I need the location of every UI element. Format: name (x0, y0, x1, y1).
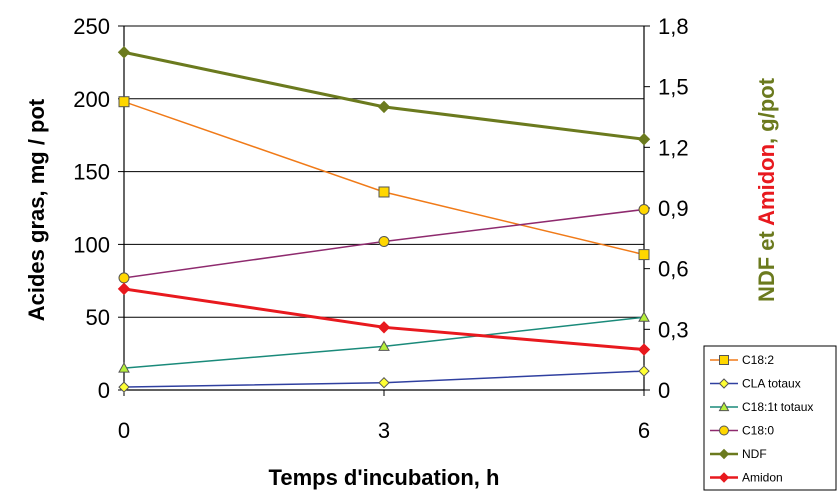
y-tick-label: 250 (73, 14, 110, 39)
y2-tick-label: 1,8 (658, 14, 689, 39)
series-line (123, 101, 645, 256)
legend-label: Amidon (742, 471, 783, 485)
y2-tick-label: 0,6 (658, 257, 689, 282)
series-amidon (117, 282, 651, 356)
legend-label: NDF (742, 447, 767, 461)
y-tick-label: 50 (86, 305, 110, 330)
right-axis-ticks: 0 0,3 0,6 0,9 1,2 1,5 1,8 (644, 14, 689, 403)
x-tick-label: 3 (378, 418, 390, 443)
data-point (638, 365, 650, 377)
data-point (637, 133, 651, 146)
legend-label: C18:2 (742, 353, 774, 367)
data-point (118, 381, 130, 393)
legend-item: C18:2 (710, 353, 774, 367)
series-c18-0 (118, 203, 650, 284)
legend-box (703, 345, 837, 491)
legend-marker (719, 355, 729, 365)
legend-label: CLA totaux (742, 377, 801, 391)
data-point (638, 249, 650, 261)
y2-axis-title: NDF et Amidon, g/pot (754, 77, 779, 302)
data-point (118, 272, 130, 284)
series-c18-1t-totaux (118, 311, 650, 373)
y-tick-label: 0 (98, 378, 110, 403)
x-axis-title: Temps d'incubation, h (269, 465, 500, 490)
y-tick-label: 100 (73, 232, 110, 257)
axes (123, 26, 645, 391)
y2-axis-title-part: NDF (754, 257, 779, 302)
series-layer (117, 46, 651, 393)
y2-axis-title-part: Amidon (754, 144, 779, 226)
data-point (378, 377, 390, 389)
legend-label: C18:1t totaux (742, 400, 813, 414)
x-axis-ticks: 0 3 6 (118, 390, 650, 443)
data-point (638, 203, 650, 215)
data-point (377, 100, 391, 114)
legend-marker (718, 401, 730, 412)
legend-label: C18:0 (742, 424, 774, 438)
series-line (123, 50, 645, 141)
legend-marker (719, 425, 729, 436)
x-tick-label: 6 (638, 418, 650, 443)
legend-item: CLA totaux (710, 377, 801, 391)
legend-item: NDF (710, 447, 767, 461)
left-axis-ticks: 0 50 100 150 200 250 (73, 14, 124, 403)
data-point (378, 186, 390, 198)
gridlines (124, 25, 644, 318)
legend-item: C18:0 (710, 424, 774, 438)
legend-marker (718, 378, 730, 389)
y2-axis-title-part: , g/pot (754, 77, 779, 144)
data-point (638, 311, 650, 322)
series-cla-totaux (118, 365, 650, 393)
y2-tick-label: 1,2 (658, 135, 689, 160)
legend-item: C18:1t totaux (710, 400, 813, 414)
series-ndf (117, 46, 651, 146)
legend-marker (718, 448, 730, 460)
legend-item: Amidon (710, 471, 783, 485)
series-c18-2 (118, 96, 650, 261)
data-point (117, 282, 131, 296)
y2-tick-label: 0 (658, 378, 670, 403)
data-point (118, 96, 130, 108)
data-point (377, 321, 391, 334)
data-point (378, 340, 390, 351)
y2-tick-label: 0,9 (658, 196, 689, 221)
y-tick-label: 200 (73, 87, 110, 112)
y2-tick-label: 1,5 (658, 75, 689, 100)
data-point (378, 235, 390, 247)
data-point (637, 343, 651, 356)
data-point (117, 46, 131, 59)
x-tick-label: 0 (118, 418, 130, 443)
y2-axis-title-part: et (754, 226, 779, 257)
y-tick-label: 150 (73, 160, 110, 185)
y-axis-title: Acides gras, mg / pot (24, 98, 49, 321)
legend: C18:2 CLA totaux C18:1t totaux C18:0 NDF Amid… (703, 345, 837, 491)
data-point (118, 362, 130, 373)
legend-marker (718, 472, 730, 483)
y2-tick-label: 0,3 (658, 317, 689, 342)
